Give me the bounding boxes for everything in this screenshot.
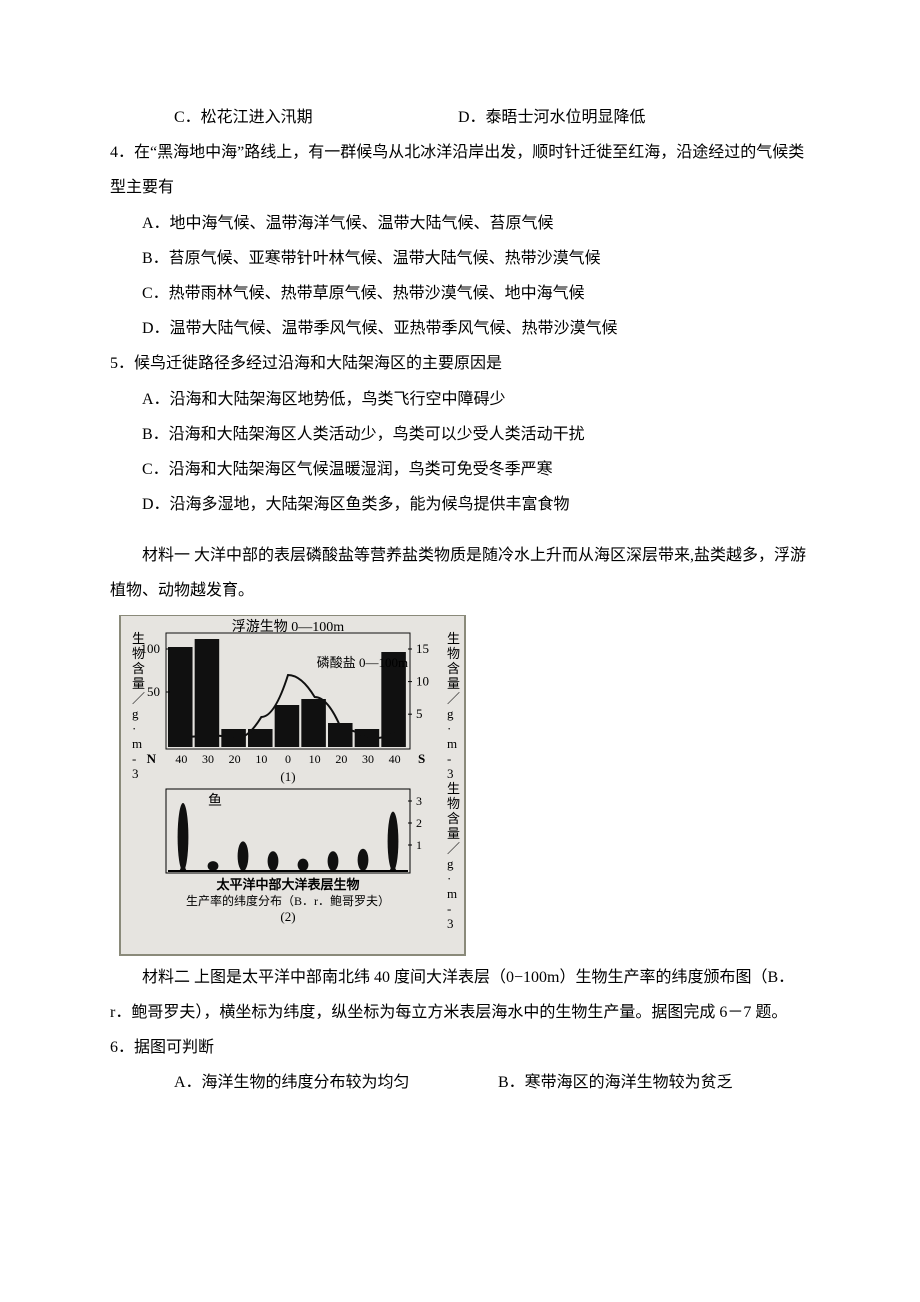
q5-option-d: D．沿海多湿地，大陆架海区鱼类多，能为候鸟提供丰富食物 [110,487,810,522]
svg-text:3: 3 [447,916,454,931]
svg-text:含: 含 [132,661,145,676]
q4-option-b: B．苔原气候、亚寒带针叶林气候、温带大陆气候、热带沙漠气候 [110,241,810,276]
svg-text:g: g [132,706,139,721]
svg-text:·: · [447,721,451,736]
svg-text:·: · [447,871,451,886]
svg-text:鱼: 鱼 [208,792,222,809]
svg-text:S: S [418,751,425,766]
svg-text:30: 30 [202,752,214,766]
svg-text:-: - [132,751,136,766]
q5-stem: 5．候鸟迁徙路径多经过沿海和大陆架海区的主要原因是 [110,346,810,381]
svg-text:10: 10 [309,752,321,766]
svg-text:量: 量 [132,676,145,691]
q3-option-c: C．松花江进入汛期 [142,100,422,135]
svg-text:3: 3 [447,766,454,781]
svg-text:15: 15 [416,641,429,656]
material1: 材料一 大洋中部的表层磷酸盐等营养盐类物质是随冷水上升而从海区深层带来,盐类越多… [110,538,810,608]
q4-option-c: C．热带雨林气候、热带草原气候、热带沙漠气候、地中海气候 [110,276,810,311]
svg-text:磷酸盐 0—100m: 磷酸盐 0—100m [317,655,408,670]
q6-option-b: B．寒带海区的海洋生物较为贫乏 [466,1065,733,1100]
q4-option-a: A．地中海气候、温带海洋气候、温带大陆气候、苔原气候 [110,206,810,241]
svg-text:2: 2 [416,816,422,830]
svg-text:40: 40 [389,752,401,766]
svg-text:3: 3 [132,766,139,781]
svg-text:(1): (1) [280,769,295,784]
q6-option-a: A．海洋生物的纬度分布较为均匀 [142,1065,462,1100]
svg-text:10: 10 [416,673,429,688]
svg-text:0: 0 [285,752,291,766]
svg-text:含: 含 [447,811,460,826]
svg-text:20: 20 [229,752,241,766]
svg-text:N: N [147,751,157,766]
q3-option-d: D．泰晤士河水位明显降低 [426,100,646,135]
svg-text:生产率的纬度分布（B．r．鲍哥罗夫）: 生产率的纬度分布（B．r．鲍哥罗夫） [186,893,390,908]
svg-text:物: 物 [447,646,460,661]
svg-text:浮游生物 0—100m: 浮游生物 0—100m [232,619,344,635]
svg-text:／: ／ [447,691,460,706]
q6-stem: 6．据图可判断 [110,1030,810,1065]
svg-text:量: 量 [447,676,460,691]
svg-text:太平洋中部大洋表层生物: 太平洋中部大洋表层生物 [215,877,359,892]
figure-svg: 100501510540302010010203040NS浮游生物 0—100m… [110,615,475,960]
svg-text:1: 1 [416,838,422,852]
material2: 材料二 上图是太平洋中部南北纬 40 度间大洋表层（0−100m）生物生产率的纬… [110,960,810,1030]
svg-text:-: - [447,751,451,766]
svg-text:／: ／ [132,691,145,706]
svg-text:g: g [447,856,454,871]
q5-option-c: C．沿海和大陆架海区气候温暖湿润，鸟类可免受冬季严寒 [110,452,810,487]
svg-text:生: 生 [447,631,460,646]
svg-text:10: 10 [255,752,267,766]
svg-text:30: 30 [362,752,374,766]
svg-text:生: 生 [132,631,145,646]
svg-text:·: · [132,721,136,736]
figure-container: 100501510540302010010203040NS浮游生物 0—100m… [110,615,475,960]
svg-text:40: 40 [175,752,187,766]
svg-text:m: m [132,736,142,751]
q6-options-ab: A．海洋生物的纬度分布较为均匀 B．寒带海区的海洋生物较为贫乏 [110,1065,810,1100]
svg-text:(2): (2) [280,909,295,924]
q4-stem: 4．在“黑海地中海”路线上，有一群候鸟从北冰洋沿岸出发，顺时针迁徙至红海，沿途经… [110,135,810,205]
svg-text:-: - [447,901,451,916]
svg-text:20: 20 [335,752,347,766]
svg-text:50: 50 [147,684,160,699]
svg-text:m: m [447,736,457,751]
q4-option-d: D．温带大陆气候、温带季风气候、亚热带季风气候、热带沙漠气候 [110,311,810,346]
q5-option-b: B．沿海和大陆架海区人类活动少，鸟类可以少受人类活动干扰 [110,417,810,452]
svg-text:含: 含 [447,661,460,676]
q5-option-a: A．沿海和大陆架海区地势低，鸟类飞行空中障碍少 [110,382,810,417]
svg-text:m: m [447,886,457,901]
svg-text:／: ／ [447,841,460,856]
svg-text:3: 3 [416,794,422,808]
svg-text:物: 物 [447,796,460,811]
svg-text:5: 5 [416,706,423,721]
svg-text:生: 生 [447,781,460,796]
svg-text:g: g [447,706,454,721]
svg-text:量: 量 [447,826,460,841]
svg-text:物: 物 [132,646,145,661]
q3-options-cd: C．松花江进入汛期 D．泰晤士河水位明显降低 [110,100,810,135]
